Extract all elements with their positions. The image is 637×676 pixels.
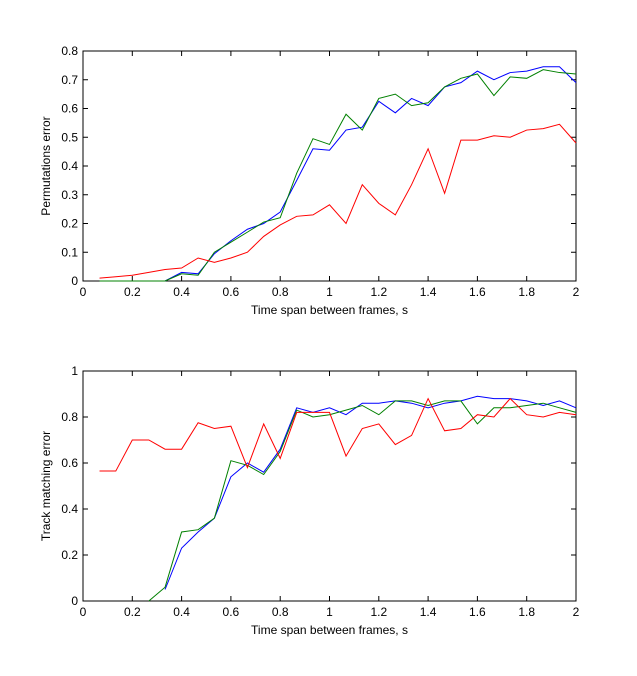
track-series-line-1 xyxy=(164,395,577,590)
perm-y-axis-label: Permutations error xyxy=(39,116,53,215)
track-xtick-label: 1.6 xyxy=(469,605,486,619)
track-xtick-label: 0.6 xyxy=(223,605,240,619)
perm-xtick-label: 1.2 xyxy=(370,285,387,299)
perm-ytick-label: 0.4 xyxy=(61,159,78,173)
track-xtick-label: 1 xyxy=(326,605,333,619)
track-axes-box xyxy=(82,370,577,602)
track-ytick-label: 0.2 xyxy=(61,548,78,562)
track-matching-error-chart: 0 0.2 0.4 0.6 0.8 1 1.2 1.4 1.6 1.8 2 0 0.2 0.4 0.6 0.8… xyxy=(39,364,580,637)
perm-xtick-label: 1 xyxy=(326,285,333,299)
perm-xtick-label: 1.6 xyxy=(469,285,486,299)
track-xtick-label: 1.4 xyxy=(420,605,437,619)
perm-ytick-label: 0.5 xyxy=(61,130,78,144)
perm-xtick-label: 0.2 xyxy=(124,285,141,299)
perm-ytick-label: 0.3 xyxy=(61,188,78,202)
track-series-line-3 xyxy=(99,397,577,472)
perm-xtick-label: 2 xyxy=(573,285,580,299)
track-ytick-label: 0.8 xyxy=(61,410,78,424)
perm-ytick-label: 0 xyxy=(71,274,78,288)
permutations-error-chart: 0 0.2 0.4 0.6 0.8 1 1.2 1.4 1.6 1.8 2 0 0.1 0.2 0.3 0.4… xyxy=(39,44,580,317)
track-xtick-label: 0 xyxy=(80,605,87,619)
track-xtick-label: 1.2 xyxy=(370,605,387,619)
perm-series-line-2 xyxy=(99,69,577,282)
perm-xtick-label: 0 xyxy=(80,285,87,299)
perm-xtick-label: 1.4 xyxy=(420,285,437,299)
perm-ytick-label: 0.8 xyxy=(61,44,78,58)
track-ytick-label: 0.4 xyxy=(61,502,78,516)
perm-xtick-label: 0.4 xyxy=(173,285,190,299)
perm-series-line-3 xyxy=(99,123,577,279)
perm-xtick-label: 1.8 xyxy=(518,285,535,299)
perm-ytick-label: 0.2 xyxy=(61,217,78,231)
track-series-line-2 xyxy=(148,400,577,602)
perm-xtick-label: 0.8 xyxy=(272,285,289,299)
track-x-axis-label: Time span between frames, s xyxy=(251,623,408,637)
track-xtick-label: 0.2 xyxy=(124,605,141,619)
perm-ytick-label: 0.7 xyxy=(61,73,78,87)
track-ytick-label: 1 xyxy=(71,364,78,378)
track-xtick-label: 0.4 xyxy=(173,605,190,619)
track-xtick-label: 1.8 xyxy=(518,605,535,619)
track-xtick-label: 2 xyxy=(573,605,580,619)
perm-ytick-label: 0.6 xyxy=(61,102,78,116)
track-ytick-label: 0 xyxy=(71,594,78,608)
track-y-axis-label: Track matching error xyxy=(39,431,53,541)
perm-ytick-label: 0.1 xyxy=(61,245,78,259)
perm-x-axis-label: Time span between frames, s xyxy=(251,303,408,317)
perm-series-line-1 xyxy=(99,66,577,282)
track-xtick-label: 0.8 xyxy=(272,605,289,619)
perm-xtick-label: 0.6 xyxy=(223,285,240,299)
track-ytick-label: 0.6 xyxy=(61,456,78,470)
